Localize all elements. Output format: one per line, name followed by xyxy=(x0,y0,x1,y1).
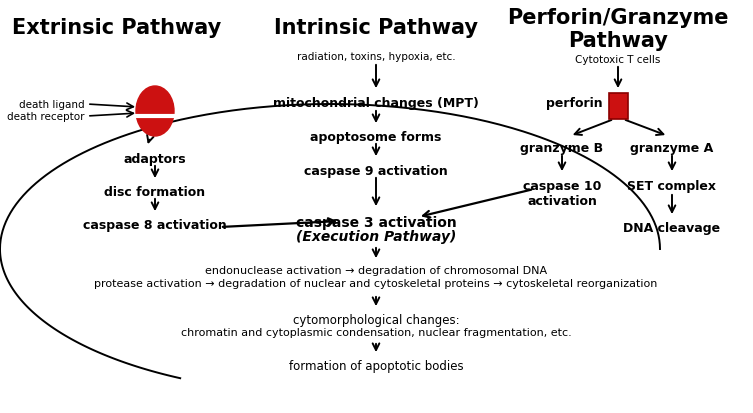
Text: chromatin and cytoplasmic condensation, nuclear fragmentation, etc.: chromatin and cytoplasmic condensation, … xyxy=(181,327,572,337)
Text: formation of apoptotic bodies: formation of apoptotic bodies xyxy=(288,359,463,372)
Text: endonuclease activation → degradation of chromosomal DNA: endonuclease activation → degradation of… xyxy=(205,266,547,275)
Text: adaptors: adaptors xyxy=(123,153,186,166)
Text: Perforin/Granzyme
Pathway: Perforin/Granzyme Pathway xyxy=(508,8,729,51)
Text: cytomorphological changes:: cytomorphological changes: xyxy=(293,313,459,326)
Text: DNA cleavage: DNA cleavage xyxy=(623,221,721,235)
Text: death receptor: death receptor xyxy=(8,112,85,122)
Text: mitochondrial changes (MPT): mitochondrial changes (MPT) xyxy=(273,97,479,110)
Text: disc formation: disc formation xyxy=(105,185,206,199)
Bar xyxy=(609,94,628,120)
Text: apoptosome forms: apoptosome forms xyxy=(310,131,442,144)
Text: caspase 9 activation: caspase 9 activation xyxy=(304,165,448,178)
Text: Intrinsic Pathway: Intrinsic Pathway xyxy=(274,18,478,38)
Text: radiation, toxins, hypoxia, etc.: radiation, toxins, hypoxia, etc. xyxy=(297,52,456,62)
Text: Cytotoxic T cells: Cytotoxic T cells xyxy=(575,55,660,65)
Text: death ligand: death ligand xyxy=(20,100,85,110)
Text: caspase 10
activation: caspase 10 activation xyxy=(523,180,601,207)
Text: (Execution Pathway): (Execution Pathway) xyxy=(296,230,456,243)
Text: caspase 3 activation: caspase 3 activation xyxy=(296,216,456,230)
Text: protease activation → degradation of nuclear and cytoskeletal proteins → cytoske: protease activation → degradation of nuc… xyxy=(94,278,657,288)
Ellipse shape xyxy=(136,87,174,137)
Text: perforin: perforin xyxy=(546,97,602,110)
Text: granzyme A: granzyme A xyxy=(630,142,714,154)
Text: caspase 8 activation: caspase 8 activation xyxy=(83,218,227,231)
Text: Extrinsic Pathway: Extrinsic Pathway xyxy=(12,18,221,38)
Text: granzyme B: granzyme B xyxy=(520,142,604,154)
Text: SET complex: SET complex xyxy=(627,180,717,192)
